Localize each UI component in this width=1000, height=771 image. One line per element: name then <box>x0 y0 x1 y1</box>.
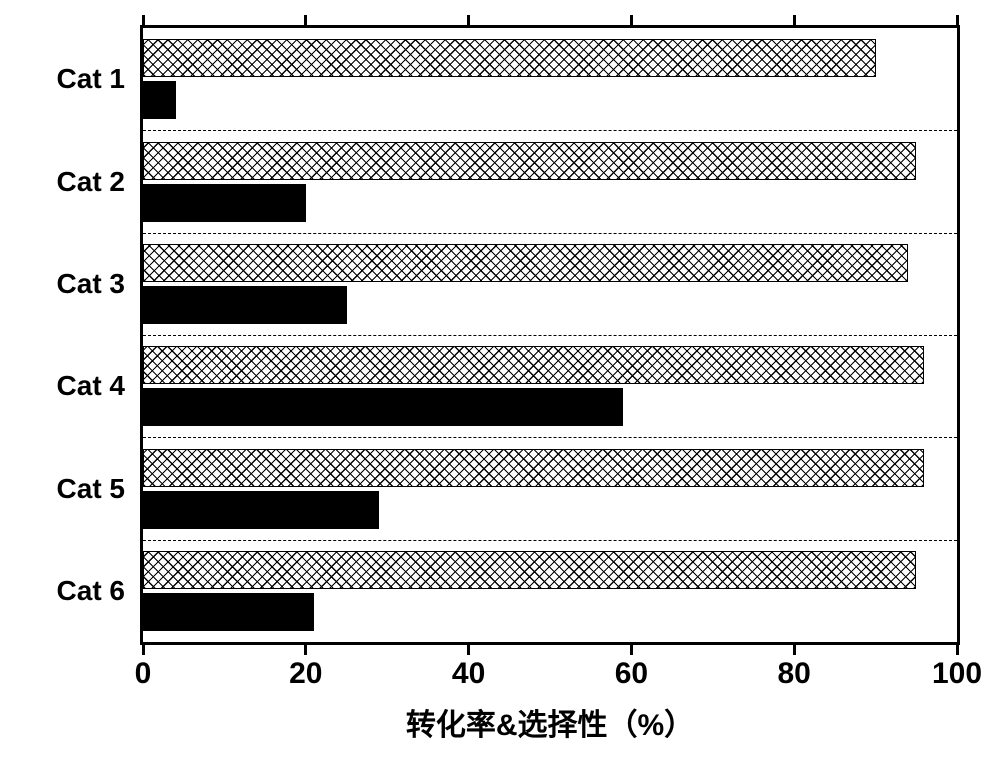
bar-solid <box>143 81 176 119</box>
x-tick <box>142 645 145 655</box>
bar-solid <box>143 184 306 222</box>
bar-solid <box>143 491 379 529</box>
bar-hatched <box>143 346 924 384</box>
group-divider <box>143 540 957 541</box>
group-divider <box>143 437 957 438</box>
plot-area <box>140 25 960 645</box>
y-category-label: Cat 4 <box>20 370 125 402</box>
x-tick <box>956 645 959 655</box>
y-category-label: Cat 2 <box>20 166 125 198</box>
x-tick <box>793 645 796 655</box>
y-category-label: Cat 6 <box>20 575 125 607</box>
x-tick <box>467 645 470 655</box>
x-tick-top <box>956 15 959 25</box>
x-tick-top <box>793 15 796 25</box>
x-tick-label: 60 <box>615 657 648 691</box>
x-tick <box>630 645 633 655</box>
x-tick <box>304 645 307 655</box>
bar-hatched <box>143 244 908 282</box>
group-divider <box>143 233 957 234</box>
x-tick-top <box>467 15 470 25</box>
bar-solid <box>143 286 347 324</box>
y-category-label: Cat 3 <box>20 268 125 300</box>
x-tick-label: 100 <box>932 657 982 691</box>
y-category-label: Cat 5 <box>20 473 125 505</box>
bar-hatched <box>143 142 916 180</box>
bar-hatched <box>143 39 876 77</box>
x-tick-label: 0 <box>135 657 152 691</box>
bar-solid <box>143 593 314 631</box>
x-axis-label: 转化率&选择性（%） <box>406 700 694 744</box>
bar-hatched <box>143 449 924 487</box>
x-tick-label: 80 <box>778 657 811 691</box>
group-divider <box>143 335 957 336</box>
x-tick-label: 20 <box>289 657 322 691</box>
chart-container: Cat 1 Cat 2 Cat 3 Cat 4 Cat 5 Cat 6 0 20 40 60 80 1… <box>20 20 980 751</box>
x-tick-top <box>142 15 145 25</box>
x-tick-label: 40 <box>452 657 485 691</box>
bar-solid <box>143 388 623 426</box>
group-divider <box>143 130 957 131</box>
y-category-label: Cat 1 <box>20 63 125 95</box>
x-tick-top <box>304 15 307 25</box>
bar-hatched <box>143 551 916 589</box>
x-tick-top <box>630 15 633 25</box>
